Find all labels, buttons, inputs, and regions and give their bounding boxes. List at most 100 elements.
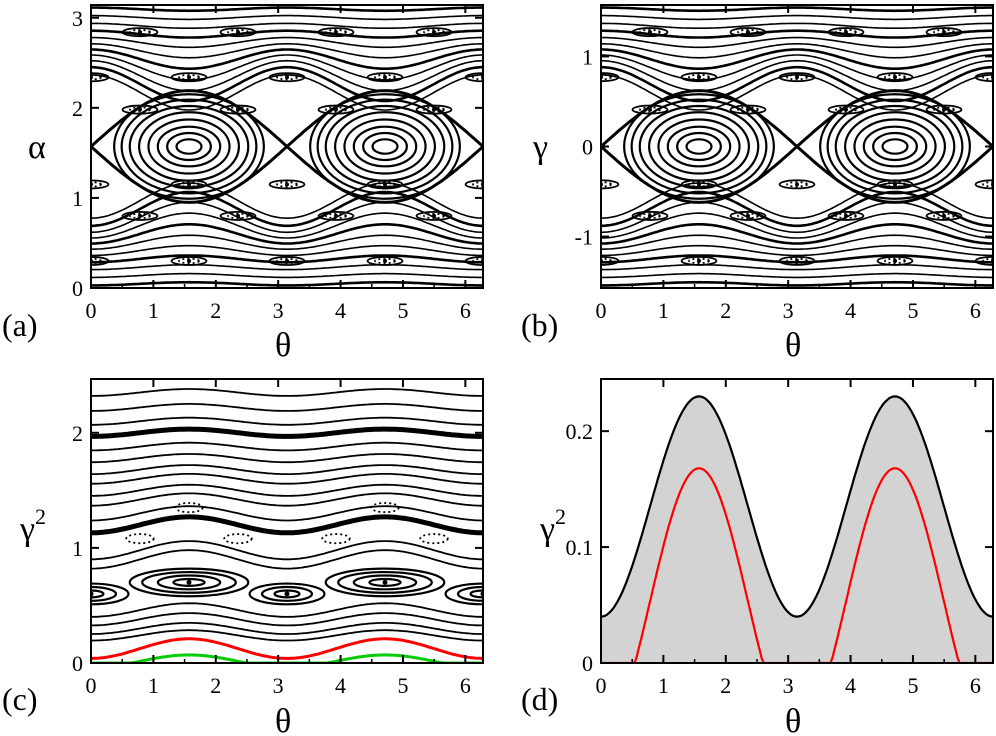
panel-c-trajectory: [91, 453, 483, 464]
panel-b-secondary-island: [786, 73, 808, 81]
panel-c-trajectory: [91, 612, 483, 627]
panel-b-island-orbit: [647, 111, 751, 182]
panel-b-secondary-island: [974, 255, 993, 266]
panel-b-separatrix: [601, 144, 993, 204]
panel-a-island-orbit: [113, 93, 265, 200]
panel-d-ytick-label: 0: [582, 651, 593, 676]
panel-b-xtick-label: 2: [720, 298, 731, 323]
panel-a-secondary-island: [121, 104, 159, 115]
panel-a-secondary-island: [227, 29, 249, 36]
panel-b-fixed-point: [647, 107, 652, 112]
panel-c-trajectory: [91, 540, 483, 561]
panel-a-trajectory: [91, 59, 483, 92]
panel-b-secondary-island: [827, 27, 865, 38]
panel-b-trajectory: [601, 280, 993, 287]
panel-b-secondary-island: [982, 73, 993, 81]
panel-b-island-orbit: [881, 138, 909, 155]
xlabel-d: θ: [785, 703, 801, 736]
panel-a-island-orbit: [371, 138, 399, 155]
plot-area-d: [601, 395, 993, 663]
panel-c-island-orbit: [352, 574, 418, 591]
panel-c-trajectory: [91, 426, 483, 439]
panel-b-fixed-point: [843, 30, 848, 35]
panel-a-secondary-island: [374, 181, 396, 188]
panel-b-trajectory: [601, 22, 993, 29]
panel-a-trajectory: [91, 6, 483, 13]
panel-b-island-orbit: [676, 131, 722, 162]
panel-c-island-orbit: [172, 577, 206, 587]
panel-a-ytick-label: 3: [72, 6, 83, 31]
panel-a-fixed-point: [137, 30, 142, 35]
panel-a-secondary-island: [366, 256, 404, 266]
panel-b-secondary-island: [835, 106, 857, 113]
ylabel-d: γ2: [539, 504, 566, 548]
panel-c-ytick-label: 0: [72, 651, 83, 676]
panel-b-trajectory: [601, 43, 993, 59]
panel-c-secondary-island: [370, 502, 400, 514]
panel-b-secondary-island: [933, 212, 955, 220]
panel-a-secondary-island: [121, 210, 159, 221]
panel-c-red-curve: [91, 637, 483, 660]
panel-a-secondary-island: [178, 181, 200, 188]
panel-b-fixed-point: [893, 182, 898, 187]
panel-a-trajectory: [91, 212, 483, 239]
panel-b-secondary-island: [639, 106, 661, 113]
panel-b-trajectory: [601, 272, 993, 279]
panel-a-trajectory: [91, 234, 483, 250]
panel-b-fixed-point: [941, 30, 946, 35]
panel-d-upper-envelope: [601, 395, 993, 618]
panel-a-trajectory: [91, 244, 483, 257]
ticks-a: 0 1 2 3 4 5 6 0 1 2 3: [72, 5, 483, 323]
ticks-b: 0 1 2 3 4 5 6 -1 0 1: [575, 5, 993, 323]
panel-c-island-orbit: [156, 574, 222, 591]
panel-b-secondary-island: [778, 179, 816, 190]
panel-b-secondary-island: [729, 210, 767, 221]
panel-a-secondary-island: [374, 74, 396, 81]
panel-b-xtick-label: 0: [596, 298, 607, 323]
panel-a-fixed-point: [137, 213, 142, 218]
panel-d-xtick-label: 5: [907, 673, 918, 698]
ticks-d: 0 1 2 3 4 5 6 0 0.1 0.2: [566, 379, 993, 698]
ylabel-c-sup: 2: [35, 504, 46, 529]
panel-b-trajectory: [601, 190, 993, 228]
panel-b-xtick-label: 6: [970, 298, 981, 323]
panel-b-secondary-island: [631, 210, 669, 221]
panel-a-fixed-point: [383, 182, 388, 187]
panel-c-ytick-label: 2: [72, 421, 83, 446]
panel-a-fixed-point: [187, 258, 192, 263]
panel-a-secondary-island: [219, 210, 257, 221]
xlabel-c: θ: [275, 703, 291, 736]
panel-b-secondary-island: [876, 179, 914, 190]
panel-b-trajectory: [601, 182, 993, 220]
panel-c-trajectory: [91, 441, 483, 452]
panel-b-secondary-island: [933, 28, 955, 36]
panel-a-secondary-island: [472, 74, 483, 81]
panel-a-fixed-point: [383, 75, 388, 80]
panel-b-trajectory: [601, 65, 993, 103]
panel-b-fixed-point: [795, 258, 800, 263]
panel-b-trajectory: [601, 201, 993, 234]
panel-a-trajectory: [91, 36, 483, 49]
panel-a-trajectory: [91, 272, 483, 279]
panel-a-secondary-island: [423, 106, 445, 113]
panel-a-island-orbit: [309, 93, 461, 200]
panel-a-secondary-island: [325, 106, 347, 113]
panel-d: 0 1 2 3 4 5 600.10.2 γ2 θ (d): [521, 378, 994, 736]
panel-b-secondary-island: [876, 255, 914, 266]
panel-c-xtick-label: 1: [148, 673, 159, 698]
panel-c-island-orbit: [456, 585, 483, 602]
panel-a-secondary-island: [472, 257, 483, 265]
panel-b-secondary-island: [982, 257, 993, 265]
panel-a-fixed-point: [333, 30, 338, 35]
panel-b-island-orbit: [853, 118, 937, 175]
panel-a-trajectory: [91, 223, 483, 245]
panel-c-fixed-point: [284, 591, 290, 597]
panel-a-secondary-island: [317, 27, 355, 38]
panel-c-trajectory: [91, 492, 483, 507]
ylabel-d-sup: 2: [555, 504, 566, 529]
panel-d-xtick-label: 3: [783, 673, 794, 698]
panel-a-secondary-island: [317, 104, 355, 115]
panel-b-secondary-island: [835, 28, 857, 36]
panel-d-red-curve: [601, 467, 993, 663]
panel-c-island-orbit: [273, 589, 301, 599]
